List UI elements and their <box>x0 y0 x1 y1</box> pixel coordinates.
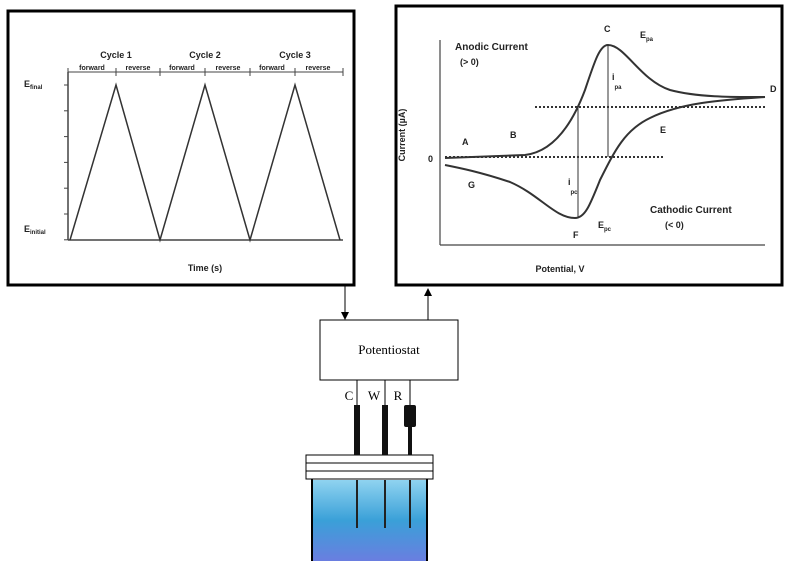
subscript: pa <box>615 85 623 91</box>
electrode-label: C <box>345 388 354 403</box>
e-final: Efinal <box>24 79 43 91</box>
point-label: F <box>573 230 579 240</box>
cycle-label: Cycle 1 <box>100 50 132 60</box>
point-label: D <box>770 84 777 94</box>
triangle-wave <box>69 82 341 243</box>
panel-frame <box>394 4 784 287</box>
cap-plate <box>305 454 434 464</box>
i: i <box>568 177 571 187</box>
e: E <box>598 220 604 230</box>
electrode-label: W <box>368 388 381 403</box>
anodic-sign: (> 0) <box>460 57 479 67</box>
cathodic-sign: (< 0) <box>665 220 684 230</box>
reverse-scan <box>444 96 766 220</box>
forward-scan <box>444 43 766 159</box>
cathodic-label: Cathodic Current <box>650 205 732 216</box>
tick-marks <box>64 68 344 241</box>
point-label: A <box>462 137 469 147</box>
electrode <box>408 427 412 455</box>
point-label: E <box>660 125 666 135</box>
direction-label: forward <box>259 65 285 72</box>
electrode <box>382 405 388 455</box>
anodic-label: Anodic Current <box>455 42 528 53</box>
waveform-panel: Cycle 1 Cycle 2 Cycle 3 forward reverse … <box>6 9 356 287</box>
i-pa: ipa <box>612 72 622 91</box>
solution <box>312 480 427 561</box>
y-axis-label: Current (µA) <box>397 109 407 162</box>
point-label: C <box>604 24 611 34</box>
direction-label: reverse <box>216 65 241 72</box>
point-label: G <box>468 180 475 190</box>
point-label: B <box>510 130 517 140</box>
e-pa: Epa <box>640 30 654 43</box>
electrodes: C W R <box>345 380 416 528</box>
e: E <box>24 224 30 234</box>
direction-label: forward <box>79 65 105 72</box>
electrode-label: R <box>394 388 403 403</box>
cap-plate <box>305 470 434 480</box>
electrode <box>404 405 416 427</box>
x-axis-label: Potential, V <box>535 264 584 274</box>
subscript: initial <box>30 230 46 236</box>
cycle-label: Cycle 2 <box>189 50 221 60</box>
i: i <box>612 72 615 82</box>
subscript: pa <box>646 37 654 43</box>
subscript: pc <box>571 190 579 196</box>
arrowhead <box>424 288 432 296</box>
subscript: final <box>30 85 43 91</box>
potentiostat-box <box>319 319 459 381</box>
direction-label: forward <box>169 65 195 72</box>
direction-label: reverse <box>306 65 331 72</box>
cap-plate <box>305 462 434 472</box>
zero-label: 0 <box>428 154 433 164</box>
voltammogram-panel: Anodic Current (> 0) Cathodic Current (<… <box>394 4 784 287</box>
arrowhead <box>341 312 349 320</box>
x-axis-label: Time (s) <box>188 263 222 273</box>
i-pc: ipc <box>568 177 578 196</box>
e-initial: Einitial <box>24 224 46 236</box>
e-pc: Epc <box>598 220 612 233</box>
electrode <box>354 405 360 455</box>
subscript: pc <box>604 227 612 233</box>
potentiostat-label: Potentiostat <box>358 342 420 357</box>
cycle-label: Cycle 3 <box>279 50 311 60</box>
e: E <box>24 79 30 89</box>
e: E <box>640 30 646 40</box>
direction-label: reverse <box>126 65 151 72</box>
